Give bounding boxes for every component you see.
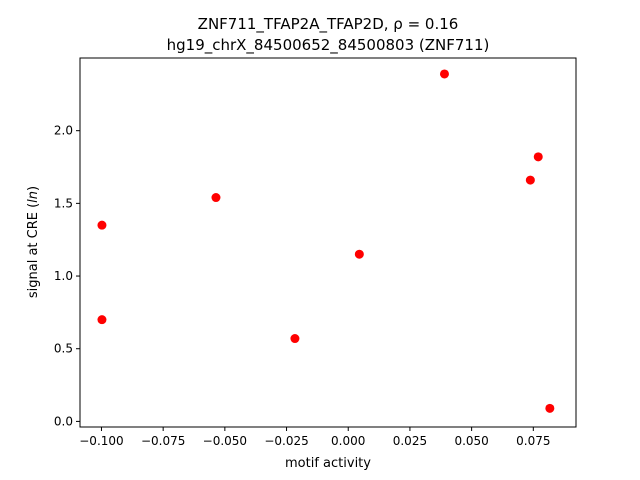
scatter-point: [525, 175, 535, 185]
data-points: [97, 69, 555, 413]
x-tick-label: −0.025: [264, 434, 308, 448]
scatter-point: [439, 69, 449, 79]
x-tick-label: −0.100: [79, 434, 123, 448]
x-tick-label: 0.000: [331, 434, 365, 448]
scatter-point: [97, 315, 107, 325]
scatter-point: [354, 249, 364, 259]
scatter-point: [97, 220, 107, 230]
x-tick-label: 0.075: [516, 434, 550, 448]
y-tick-label: 0.0: [54, 414, 73, 428]
scatter-point: [290, 334, 300, 344]
y-tick-label: 1.0: [54, 269, 73, 283]
y-tick-label: 1.5: [54, 196, 73, 210]
x-tick-label: −0.075: [141, 434, 185, 448]
x-tick-label: 0.025: [393, 434, 427, 448]
y-tick-label: 2.0: [54, 124, 73, 138]
x-axis-label: motif activity: [285, 456, 371, 471]
y-axis-label: signal at CRE (ln): [26, 186, 41, 298]
x-axis-ticks: −0.100 −0.075 −0.050 −0.025 0.000 0.025 0.050 0…: [79, 427, 550, 448]
chart-title-line2: hg19_chrX_84500652_84500803 (ZNF711): [167, 36, 490, 55]
scatter-point: [533, 152, 543, 162]
y-tick-label: 0.5: [54, 342, 73, 356]
chart-title-line1: ZNF711_TFAP2A_TFAP2D, ρ = 0.16: [198, 15, 459, 34]
scatter-point: [545, 403, 555, 413]
y-axis-ticks: 0.0 0.5 1.0 1.5 2.0: [54, 124, 80, 428]
plot-area: [79, 57, 577, 428]
x-tick-label: −0.050: [203, 434, 247, 448]
x-tick-label: 0.050: [454, 434, 488, 448]
scatter-point: [211, 193, 221, 203]
